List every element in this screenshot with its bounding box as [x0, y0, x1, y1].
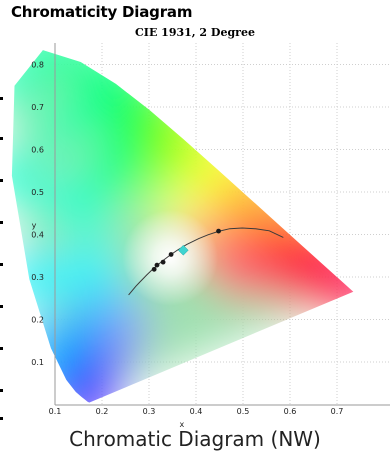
data-point [160, 259, 166, 265]
x-tick-label: 0.5 [237, 407, 250, 416]
y-tick-label: 0.4 [31, 231, 44, 240]
data-point-diamond [177, 244, 189, 256]
x-tick-label: 0.3 [143, 407, 156, 416]
chart-caption: Chromatic Diagram (NW) [69, 427, 321, 451]
y-tick-label: 0.6 [31, 146, 44, 155]
gamut-color-sample [76, 249, 121, 294]
y-tick-label: 0.7 [31, 103, 44, 112]
gamut-color-sample [42, 253, 87, 298]
gamut-color-sample [275, 262, 320, 307]
white-point-glow [122, 209, 219, 306]
y-tick-label: 0.5 [31, 188, 44, 197]
x-tick-label: 0.4 [190, 407, 203, 416]
x-tick-label: 0.1 [49, 407, 62, 416]
left-edge-marks [0, 95, 4, 425]
gamut-color-sample [68, 202, 113, 247]
x-axis-label: x [180, 420, 185, 429]
gamut-color-sample [11, 59, 41, 112]
data-point [151, 266, 157, 272]
data-point [168, 252, 174, 257]
y-axis-label: y [32, 221, 37, 230]
data-point [154, 262, 160, 268]
app-title: Chromaticity Diagram [11, 3, 193, 21]
gamut-color-sample [29, 178, 74, 223]
gamut-color-sample [222, 254, 267, 299]
chart-subtitle: CIE 1931, 2 Degree [135, 26, 255, 39]
y-tick-label: 0.1 [31, 358, 44, 367]
x-tick-label: 0.6 [284, 407, 297, 416]
y-tick-label: 0.2 [31, 316, 44, 325]
x-tick-label: 0.7 [331, 407, 344, 416]
data-point [216, 228, 221, 234]
gamut-color-sample [11, 149, 38, 202]
y-tick-label: 0.3 [31, 273, 44, 282]
y-tick-label: 0.8 [31, 61, 44, 70]
x-tick-label: 0.2 [96, 407, 109, 416]
